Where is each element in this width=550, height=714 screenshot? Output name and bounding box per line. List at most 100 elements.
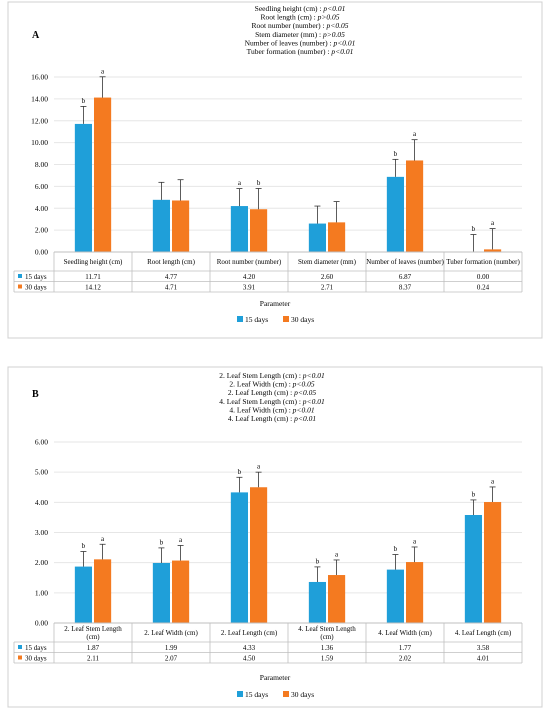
category-label: (cm) (320, 633, 334, 641)
legend-label: 15 days (245, 315, 268, 324)
table-value: 4.50 (243, 655, 256, 663)
legend-label: 15 days (245, 690, 268, 699)
category-label: 4. Leaf Width (cm) (378, 629, 432, 637)
category-label: (cm) (86, 633, 100, 641)
category-label: 4. Leaf Stem Length (298, 625, 356, 633)
table-value: 4.01 (477, 655, 490, 663)
bar-30d (328, 575, 346, 623)
legend-swatch (237, 691, 243, 697)
table-value: 0.24 (477, 284, 490, 292)
table-value: 1.99 (165, 644, 178, 652)
table-series-label: 30 days (25, 655, 47, 663)
legend-label: 30 days (291, 690, 314, 699)
significance-letter: a (413, 537, 417, 545)
table-legend-key (18, 274, 22, 278)
y-tick-label: 0.00 (35, 619, 48, 628)
bar-30d (484, 502, 502, 623)
y-tick-label: 4.00 (35, 498, 48, 507)
table-series-label: 15 days (25, 644, 47, 652)
table-legend-key (18, 284, 22, 289)
table-value: 4.33 (243, 644, 256, 652)
bar-30d (94, 97, 112, 252)
legend-swatch (283, 691, 289, 697)
bar-15d (74, 566, 92, 623)
bar-30d (172, 560, 190, 623)
significance-letter: b (316, 557, 320, 565)
y-tick-label: 10.00 (31, 138, 48, 147)
legend-swatch (237, 316, 243, 322)
table-value: 1.77 (399, 644, 412, 652)
significance-letter: a (101, 535, 105, 543)
category-label: 4. Leaf Length (cm) (455, 629, 512, 637)
category-label: Number of leaves (number) (366, 258, 444, 266)
category-label: Root number (number) (217, 258, 282, 266)
bar-15d (308, 581, 326, 623)
bar-15d (152, 562, 170, 623)
y-tick-label: 2.00 (35, 226, 48, 235)
bar-30d (250, 209, 268, 252)
significance-letter: a (335, 550, 339, 558)
chart-panel-B: B2. Leaf Stem Length (cm) : p<0.012. Lea… (7, 366, 543, 708)
y-tick-label: 4.00 (35, 204, 48, 213)
table-value: 1.36 (321, 644, 334, 652)
significance-letter: a (101, 67, 105, 75)
significance-letter: b (394, 545, 398, 553)
panel-frame (7, 1, 543, 339)
table-series-label: 15 days (25, 273, 47, 281)
bar-15d (308, 223, 326, 252)
stat-annotation: 2. Leaf Width (cm) : p<0.05 (229, 380, 314, 389)
significance-letter: b (160, 538, 164, 546)
stat-annotation: Seedling height (cm) : p<0.01 (255, 4, 346, 13)
bar-30d (406, 160, 424, 252)
category-label: Stem diameter (mm) (298, 258, 357, 266)
significance-letter: b (82, 97, 86, 105)
table-value: 4.77 (165, 273, 178, 281)
x-axis-title: Parameter (260, 299, 291, 308)
panel-label: A (32, 30, 40, 41)
table-value: 2.71 (321, 284, 334, 292)
significance-letter: b (82, 542, 86, 550)
table-value: 1.59 (321, 655, 334, 663)
significance-letter: a (257, 463, 261, 471)
y-tick-label: 6.00 (35, 438, 48, 447)
x-axis-title: Parameter (260, 673, 291, 682)
stat-annotation: 2. Leaf Length (cm) : p<0.05 (228, 388, 316, 397)
table-value: 1.87 (87, 644, 100, 652)
bar-15d (464, 515, 482, 623)
stat-annotation: Root number (number) : p<0.05 (252, 21, 349, 30)
bar-15d (386, 176, 404, 252)
category-label: Tuber formation (number) (446, 258, 520, 266)
y-tick-label: 1.00 (35, 588, 48, 597)
table-value: 11.71 (85, 273, 101, 281)
significance-letter: b (394, 150, 398, 158)
bar-30d (328, 222, 346, 252)
bar-15d (230, 206, 248, 252)
bar-30d (94, 559, 112, 623)
table-value: 3.91 (243, 284, 256, 292)
legend-swatch (283, 316, 289, 322)
y-tick-label: 16.00 (31, 73, 48, 82)
bar-30d (172, 200, 190, 252)
significance-letter: a (491, 219, 495, 227)
bar-30d (484, 249, 502, 252)
y-tick-label: 3.00 (35, 528, 48, 537)
significance-letter: b (238, 468, 242, 476)
y-tick-label: 2.00 (35, 558, 48, 567)
y-tick-label: 5.00 (35, 468, 48, 477)
table-value: 2.02 (399, 655, 412, 663)
panel-frame (7, 366, 543, 708)
table-value: 0.00 (477, 273, 490, 281)
table-value: 2.11 (87, 655, 99, 663)
significance-letter: a (491, 477, 495, 485)
stat-annotation: Number of leaves (number) : p<0.01 (245, 38, 356, 47)
table-value: 3.58 (477, 644, 490, 652)
table-value: 8.37 (399, 284, 412, 292)
table-value: 4.20 (243, 273, 256, 281)
category-label: 2. Leaf Length (cm) (221, 629, 278, 637)
stat-annotation: Tuber formation (number) : p<0.01 (247, 47, 354, 56)
significance-letter: a (238, 179, 242, 187)
stat-annotation: 4. Leaf Stem Length (cm) : p<0.01 (219, 397, 324, 406)
significance-letter: a (179, 536, 183, 544)
stat-annotation: Root length (cm) : p>0.05 (260, 13, 339, 22)
